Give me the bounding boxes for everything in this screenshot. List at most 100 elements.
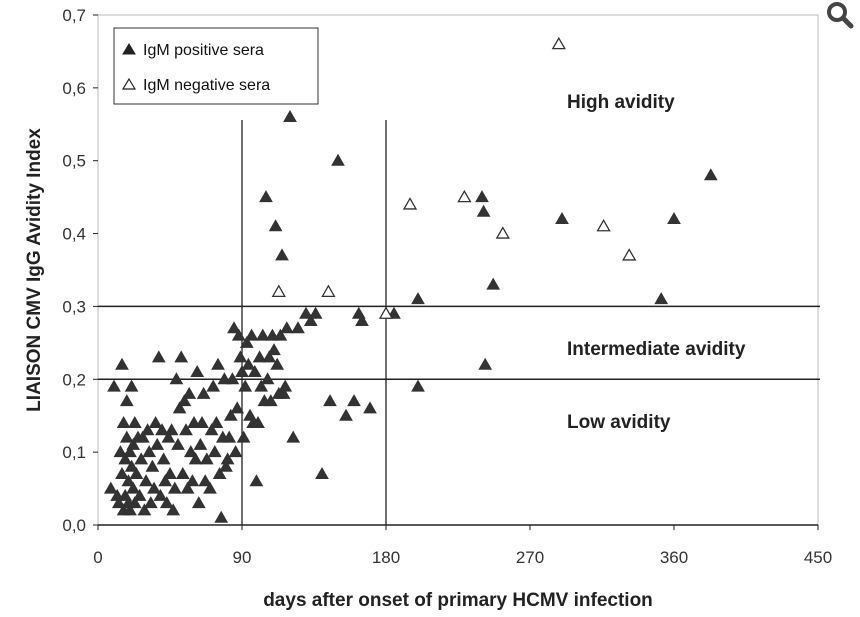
x-tick-label: 0 bbox=[93, 548, 102, 567]
point-igm-positive bbox=[299, 306, 313, 319]
point-igm-positive bbox=[260, 372, 275, 385]
point-igm-positive bbox=[267, 343, 281, 356]
point-igm-positive bbox=[124, 379, 139, 392]
point-igm-positive bbox=[119, 394, 134, 407]
point-igm-positive bbox=[190, 364, 205, 377]
point-igm-positive bbox=[111, 496, 126, 509]
legend-label-igm-positive: IgM positive sera bbox=[143, 42, 264, 59]
point-igm-positive bbox=[159, 496, 174, 509]
point-igm-positive bbox=[182, 386, 197, 399]
point-igm-positive bbox=[212, 466, 227, 479]
point-igm-positive bbox=[164, 423, 179, 436]
point-igm-positive bbox=[180, 481, 195, 494]
point-igm-positive bbox=[227, 321, 241, 334]
point-igm-positive bbox=[151, 350, 166, 363]
point-igm-positive bbox=[199, 452, 214, 465]
point-igm-positive bbox=[411, 379, 425, 392]
point-igm-positive bbox=[127, 415, 142, 428]
point-igm-positive bbox=[148, 415, 163, 428]
point-igm-positive bbox=[169, 372, 184, 385]
point-igm-positive bbox=[476, 204, 491, 217]
point-igm-positive bbox=[171, 437, 185, 450]
point-igm-positive bbox=[204, 423, 219, 436]
point-igm-positive bbox=[236, 430, 251, 443]
point-igm-positive bbox=[478, 357, 493, 370]
point-igm-positive bbox=[263, 394, 278, 407]
point-igm-positive bbox=[191, 496, 206, 509]
point-igm-positive bbox=[275, 248, 289, 261]
point-igm-positive bbox=[116, 415, 131, 428]
point-igm-positive bbox=[255, 328, 270, 341]
point-igm-positive bbox=[113, 445, 128, 458]
point-igm-positive bbox=[286, 430, 301, 443]
point-igm-positive bbox=[211, 357, 225, 370]
point-igm-positive bbox=[239, 335, 254, 348]
point-igm-positive bbox=[278, 379, 293, 392]
point-igm-positive bbox=[206, 379, 221, 392]
point-igm-positive bbox=[139, 474, 153, 487]
point-igm-positive bbox=[303, 313, 318, 326]
point-igm-positive bbox=[244, 328, 259, 341]
magnifier-icon[interactable] bbox=[820, 0, 860, 30]
point-igm-positive bbox=[667, 211, 681, 224]
point-igm-positive bbox=[270, 357, 285, 370]
point-igm-positive bbox=[142, 445, 157, 458]
point-igm-positive bbox=[167, 481, 182, 494]
point-igm-positive bbox=[347, 394, 361, 407]
point-igm-negative bbox=[622, 248, 637, 261]
point-igm-positive bbox=[283, 109, 297, 122]
point-igm-positive bbox=[203, 481, 217, 494]
point-igm-positive bbox=[175, 466, 190, 479]
point-igm-positive bbox=[276, 386, 291, 399]
y-tick-label: 0,0 bbox=[62, 516, 86, 535]
point-igm-positive bbox=[127, 496, 142, 509]
point-igm-positive bbox=[143, 496, 158, 509]
y-tick-label: 0,5 bbox=[62, 152, 86, 171]
point-igm-positive bbox=[331, 153, 345, 166]
x-axis-title: days after onset of primary HCMV infecti… bbox=[263, 590, 653, 611]
point-igm-positive bbox=[123, 445, 137, 458]
x-tick-label: 360 bbox=[660, 548, 688, 567]
data-points bbox=[103, 36, 718, 523]
point-igm-positive bbox=[308, 306, 323, 319]
point-igm-positive bbox=[230, 401, 245, 414]
y-axis-title: LIAISON CMV IgG Avidity Index bbox=[24, 128, 45, 412]
y-axis-ticks: 0,0 0,1 0,2 0,3 0,4 0,5 0,6 0,7 bbox=[62, 6, 98, 535]
point-igm-positive bbox=[193, 437, 208, 450]
point-igm-positive bbox=[247, 364, 262, 377]
y-tick-label: 0,2 bbox=[62, 370, 86, 389]
y-tick-label: 0,1 bbox=[62, 443, 86, 462]
point-igm-positive bbox=[223, 408, 238, 421]
point-igm-positive bbox=[135, 430, 150, 443]
point-igm-positive bbox=[207, 445, 222, 458]
point-igm-positive bbox=[103, 481, 118, 494]
point-igm-negative bbox=[457, 189, 472, 203]
point-igm-positive bbox=[355, 313, 369, 326]
point-igm-positive bbox=[153, 488, 168, 501]
point-igm-positive bbox=[654, 292, 669, 305]
point-igm-positive bbox=[486, 277, 501, 290]
point-igm-positive bbox=[107, 379, 121, 392]
point-igm-positive bbox=[249, 474, 264, 487]
point-igm-positive bbox=[123, 503, 137, 516]
point-igm-positive bbox=[279, 321, 294, 334]
point-igm-positive bbox=[238, 379, 253, 392]
point-igm-positive bbox=[155, 423, 169, 436]
y-tick-label: 0,4 bbox=[62, 225, 86, 244]
point-igm-positive bbox=[411, 292, 425, 305]
point-igm-positive bbox=[156, 452, 171, 465]
point-igm-positive bbox=[219, 459, 233, 472]
y-tick-label: 0,7 bbox=[62, 6, 86, 25]
point-igm-positive bbox=[220, 452, 235, 465]
region-label-high: High avidity bbox=[567, 92, 675, 113]
point-igm-positive bbox=[195, 415, 209, 428]
point-igm-positive bbox=[147, 481, 161, 494]
point-igm-positive bbox=[555, 211, 569, 224]
point-igm-positive bbox=[703, 168, 718, 181]
point-igm-positive bbox=[129, 466, 144, 479]
legend-marker-igm-positive bbox=[122, 43, 136, 55]
legend-label-igm-negative: IgM negative sera bbox=[143, 77, 270, 94]
point-igm-negative bbox=[596, 218, 611, 232]
point-igm-positive bbox=[231, 328, 246, 341]
